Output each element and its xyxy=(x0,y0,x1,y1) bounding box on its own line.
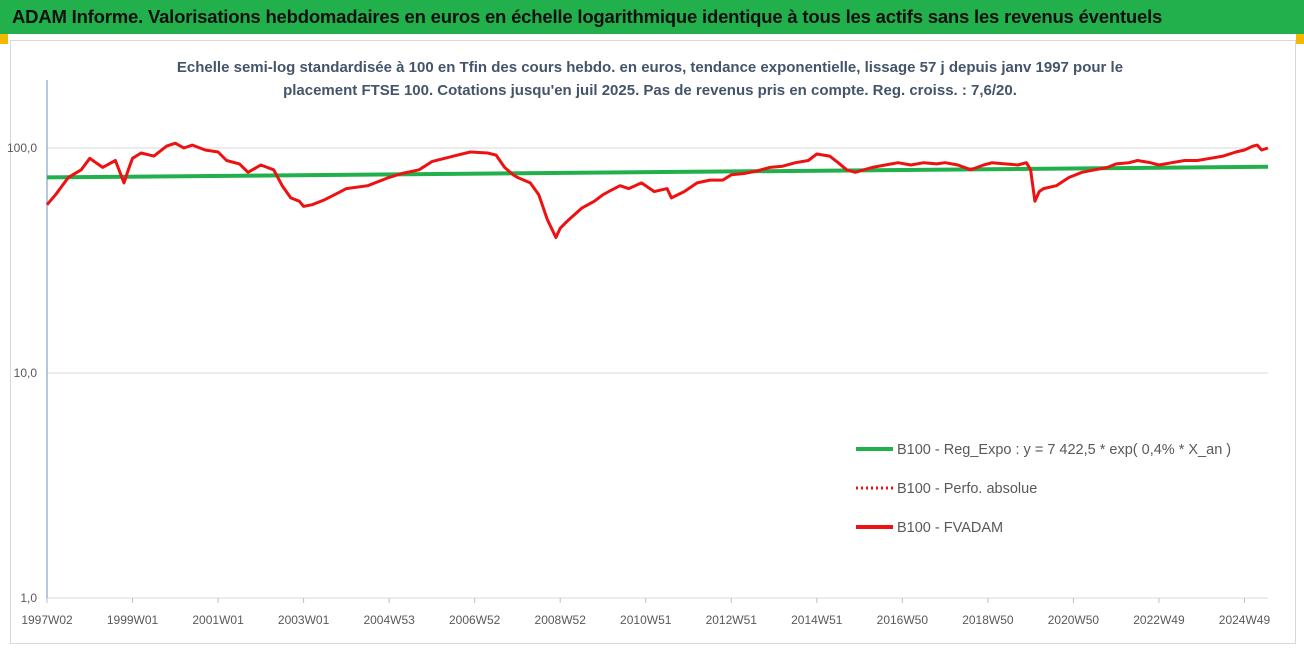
chart-area-border xyxy=(10,40,1296,644)
chart-title-line-1: Echelle semi-log standardisée à 100 en T… xyxy=(176,59,1124,76)
x-tick-label: 2001W01 xyxy=(192,613,244,627)
legend-item-reg-expo-label: B100 - Reg_Expo : y = 7 422,5 * exp( 0,4… xyxy=(897,442,1231,458)
x-tick-label: 2018W50 xyxy=(962,613,1014,627)
header-bar: ADAM Informe. Valorisations hebdomadaire… xyxy=(0,0,1304,34)
x-tick-label: 1999W01 xyxy=(107,613,159,627)
header-title: ADAM Informe. Valorisations hebdomadaire… xyxy=(12,6,1163,27)
x-tick-label: 2006W52 xyxy=(449,613,501,627)
x-tick-label: 2016W50 xyxy=(877,613,929,627)
y-tick-label: 100,0 xyxy=(7,141,37,155)
y-tick-label: 1,0 xyxy=(20,591,37,605)
corner-marker-left xyxy=(0,34,8,44)
x-tick-label: 2008W52 xyxy=(535,613,587,627)
x-tick-label: 2010W51 xyxy=(620,613,672,627)
series-line-fvadam xyxy=(45,141,1269,239)
x-tick-label: 1997W02 xyxy=(21,613,73,627)
series-line-reg-expo xyxy=(46,164,1269,180)
legend-item-perfo-label: B100 - Perfo. absolue xyxy=(897,481,1037,497)
x-tick-label: 2004W53 xyxy=(363,613,415,627)
y-tick-label: 10,0 xyxy=(14,366,38,380)
x-tick-label: 2012W51 xyxy=(706,613,758,627)
legend-item-fvadam-label: B100 - FVADAM xyxy=(897,520,1003,536)
chart-title-line-2: placement FTSE 100. Cotations jusqu'en j… xyxy=(283,82,1017,99)
x-tick-label: 2003W01 xyxy=(278,613,330,627)
x-tick-label: 2024W49 xyxy=(1219,613,1271,627)
x-tick-label: 2022W49 xyxy=(1133,613,1185,627)
corner-marker-right xyxy=(1296,34,1304,44)
x-tick-label: 2020W50 xyxy=(1048,613,1100,627)
x-tick-label: 2014W51 xyxy=(791,613,843,627)
